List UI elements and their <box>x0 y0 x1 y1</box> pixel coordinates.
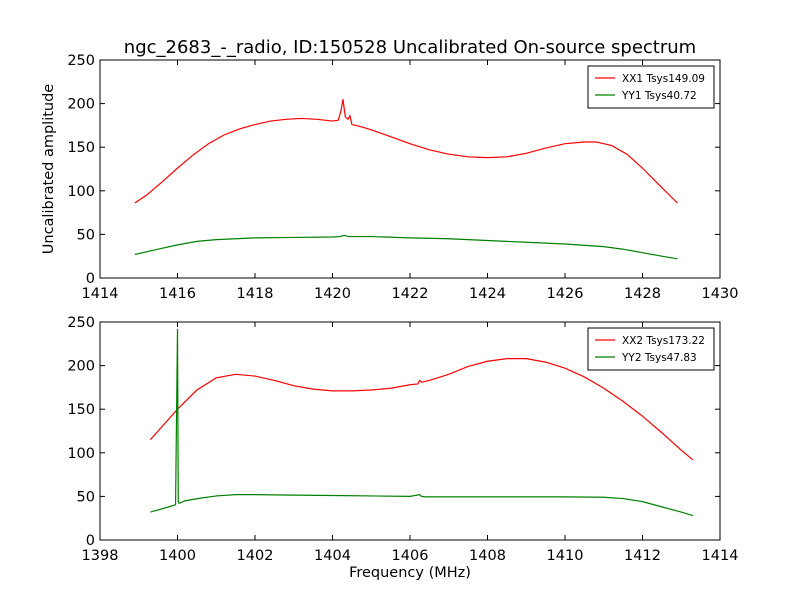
top-y-tick-label: 150 <box>67 140 95 156</box>
top-x-tick-label: 1414 <box>82 286 119 302</box>
top-x-tick-label: 1416 <box>159 286 196 302</box>
top-x-tick-label: 1420 <box>314 286 351 302</box>
bottom-x-tick-label: 1410 <box>547 548 584 564</box>
bottom-x-tick-label: 1402 <box>237 548 274 564</box>
top-x-tick-label: 1428 <box>624 286 661 302</box>
bottom-x-tick-label: 1404 <box>314 548 351 564</box>
top-x-tick-label: 1424 <box>469 286 506 302</box>
bottom-x-tick-label: 1414 <box>702 548 739 564</box>
bottom-legend-box <box>587 327 715 371</box>
bottom-legend: XX2 Tsys173.22 YY2 Tsys47.83 <box>587 327 715 371</box>
bottom-y-tick-label: 200 <box>67 359 95 375</box>
bottom-y-tick-label: 250 <box>67 315 95 331</box>
top-legend-label-2: YY1 Tsys40.72 <box>621 90 697 102</box>
top-legend-box <box>587 65 715 109</box>
top-x-tick-label: 1422 <box>392 286 429 302</box>
bottom-x-tick-label: 1408 <box>469 548 506 564</box>
top-x-tick-label: 1430 <box>702 286 739 302</box>
top-x-tick-label: 1418 <box>237 286 274 302</box>
bottom-y-tick-label: 50 <box>77 489 95 505</box>
top-y-tick-label: 200 <box>67 97 95 113</box>
top-axes: 1414 1416 1418 1420 1422 1424 1426 1428 1430 0 50 1… <box>41 53 738 302</box>
top-series-line-2 <box>134 234 678 260</box>
bottom-axes: 1398 1400 1402 1404 1406 1408 1410 1412 1414 0 50 1… <box>67 315 738 581</box>
top-y-tick-label: 50 <box>77 227 95 243</box>
top-legend: XX1 Tsys149.09 YY1 Tsys40.72 <box>587 65 715 109</box>
bottom-legend-label-2: YY2 Tsys47.83 <box>621 352 697 364</box>
bottom-x-tick-label: 1406 <box>392 548 429 564</box>
top-y-tick-label: 0 <box>86 271 95 287</box>
bottom-y-tick-label: 150 <box>67 402 95 418</box>
bottom-series-line-2 <box>150 328 694 517</box>
top-y-axis-label: Uncalibrated amplitude <box>41 84 57 255</box>
top-legend-label-1: XX1 Tsys149.09 <box>622 73 705 85</box>
bottom-y-tick-label: 100 <box>67 446 95 462</box>
bottom-legend-label-1: XX2 Tsys173.22 <box>622 335 705 347</box>
top-y-tick-label: 250 <box>67 53 95 69</box>
top-y-tick-label: 100 <box>67 184 95 200</box>
bottom-x-tick-label: 1412 <box>624 548 661 564</box>
bottom-y-tick-label: 0 <box>86 533 95 549</box>
top-series-line-1 <box>134 99 678 204</box>
top-x-tick-label: 1426 <box>547 286 584 302</box>
bottom-x-axis-label: Frequency (MHz) <box>349 565 471 581</box>
chart-title: ngc_2683_-_radio, ID:150528 Uncalibrated… <box>124 37 696 58</box>
bottom-x-tick-label: 1400 <box>159 548 196 564</box>
bottom-x-tick-label: 1398 <box>82 548 119 564</box>
bottom-series-line-1 <box>149 358 694 461</box>
